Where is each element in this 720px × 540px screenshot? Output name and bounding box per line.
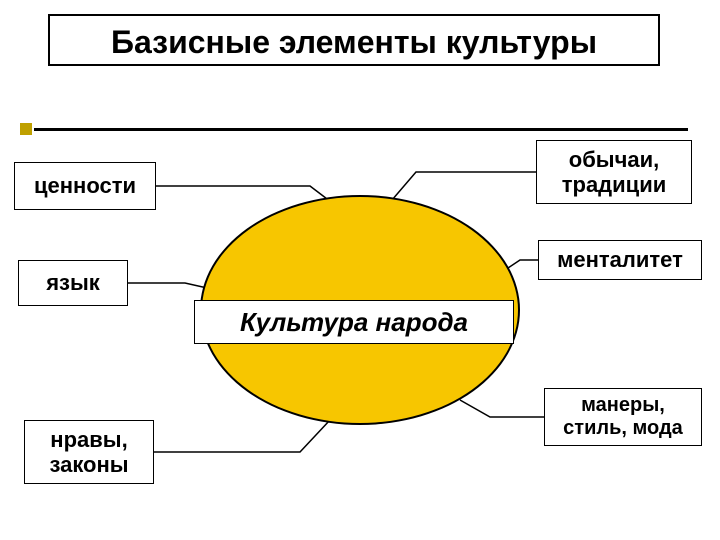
node-customs-text: обычаи, традиции xyxy=(562,147,667,198)
node-customs: обычаи, традиции xyxy=(536,140,692,204)
page-title-text: Базисные элементы культуры xyxy=(111,24,597,60)
node-language: язык xyxy=(18,260,128,306)
node-manners: манеры, стиль, мода xyxy=(544,388,702,446)
connector-morals xyxy=(154,420,330,452)
node-manners-text: манеры, стиль, мода xyxy=(563,394,683,440)
node-morals-text: нравы, законы xyxy=(49,427,128,478)
node-values: ценности xyxy=(14,162,156,210)
center-label-text: Культура народа xyxy=(240,307,468,338)
node-morals: нравы, законы xyxy=(24,420,154,484)
connector-customs xyxy=(392,172,536,200)
bullet-marker xyxy=(20,123,32,135)
center-label: Культура народа xyxy=(194,300,514,344)
node-mentality: менталитет xyxy=(538,240,702,280)
node-language-text: язык xyxy=(46,270,100,295)
divider-line xyxy=(34,128,688,131)
node-mentality-text: менталитет xyxy=(557,247,683,272)
connector-mentality xyxy=(505,260,538,270)
page-title: Базисные элементы культуры xyxy=(48,14,660,66)
node-values-text: ценности xyxy=(34,173,136,198)
connector-manners xyxy=(460,400,544,417)
